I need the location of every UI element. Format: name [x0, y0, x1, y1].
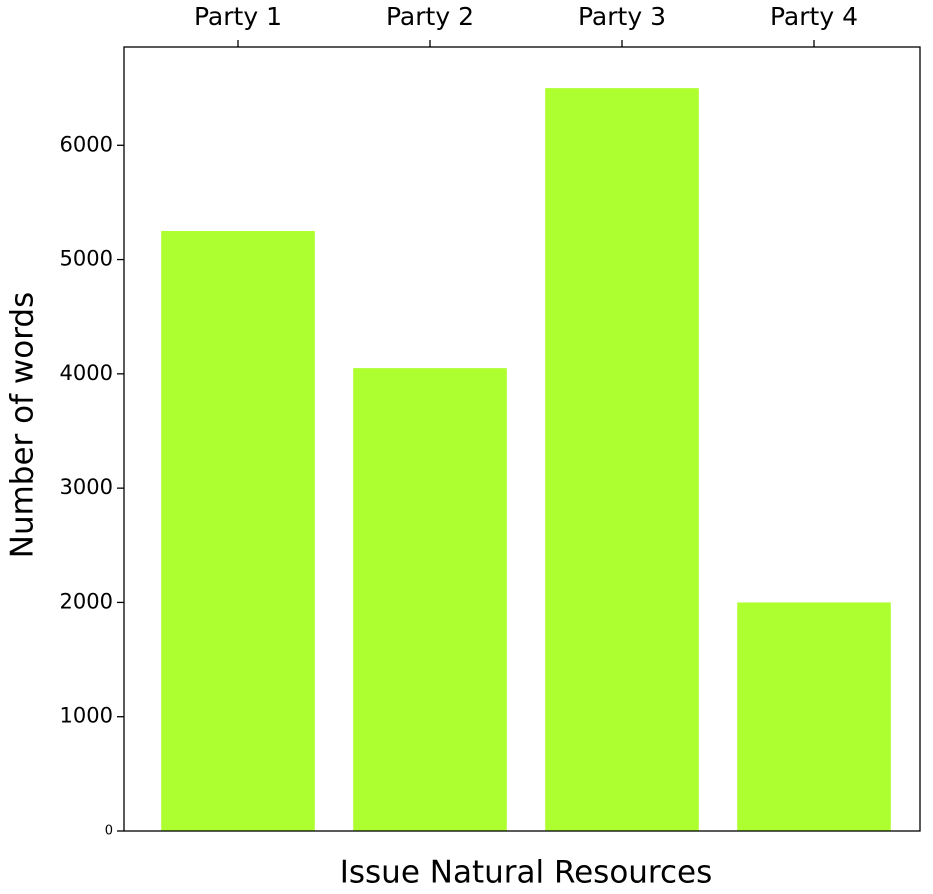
x-tick-label: Party 1 [194, 2, 282, 31]
y-tick-label: 1000 [60, 704, 113, 728]
y-tick-label: 3000 [60, 475, 113, 499]
y-tick-label: 6000 [60, 132, 113, 156]
x-axis-label: Issue Natural Resources [340, 855, 713, 891]
y-tick-label: 5000 [60, 247, 113, 271]
plot-frame [123, 46, 921, 832]
y-tick-label: 4000 [60, 361, 113, 385]
bar [353, 368, 507, 831]
bar [545, 88, 699, 831]
x-tick-label: Party 4 [770, 2, 858, 31]
y-tick-label: 0 [105, 824, 113, 839]
x-tick-label: Party 2 [386, 2, 474, 31]
bar [737, 602, 891, 831]
x-tick-label: Party 3 [578, 2, 666, 31]
y-axis-label: Number of words [5, 292, 41, 558]
bar [161, 231, 315, 831]
y-tick-label: 2000 [60, 589, 113, 613]
